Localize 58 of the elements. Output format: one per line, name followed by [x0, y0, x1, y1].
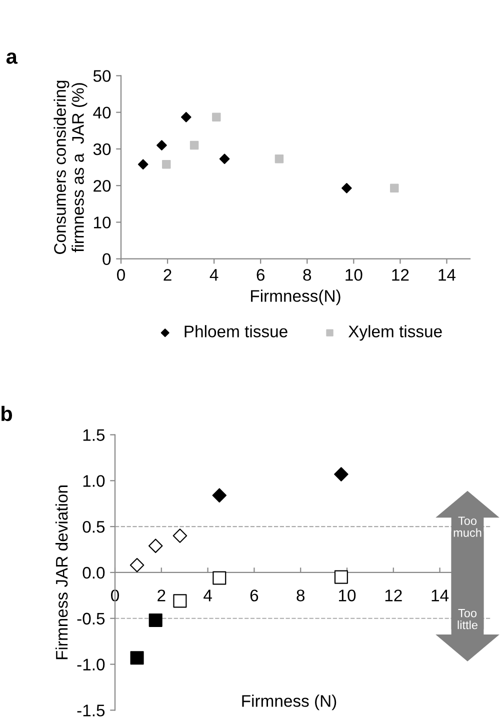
x-tick-label: 8 — [296, 590, 305, 602]
y-tick-label: 1.0 — [83, 475, 105, 487]
x-tick-label: 14 — [438, 269, 456, 281]
y-tick-label: 40 — [93, 106, 111, 119]
point — [148, 613, 162, 627]
y-axis-title: Firmness JAR deviation — [55, 486, 68, 660]
point — [212, 488, 227, 502]
point — [334, 570, 348, 584]
y-tick-label: -0.5 — [77, 612, 105, 625]
point — [148, 538, 163, 553]
point — [190, 140, 199, 150]
legend-label: Phloem tissue — [184, 325, 288, 338]
x-tick-label: 2 — [158, 590, 166, 602]
point — [162, 160, 171, 169]
x-tick-label: 6 — [250, 590, 258, 602]
chart-title: b — [2, 406, 12, 422]
point — [172, 528, 188, 543]
x-tick-label: 10 — [339, 590, 356, 602]
y-tick-label: 0 — [102, 253, 111, 266]
y-tick-label: -1.0 — [77, 658, 105, 670]
legend-label: Xylem tissue — [348, 325, 442, 341]
x-tick-label: 2 — [164, 269, 172, 281]
point — [130, 558, 144, 572]
point — [219, 154, 230, 164]
point — [173, 594, 187, 608]
y-tick-label: 0.5 — [82, 520, 105, 533]
y-tick-label: 10 — [94, 216, 111, 228]
y-axis-title: Consumers considering firmness as a JAR (%) — [54, 80, 88, 254]
y-tick-label: 1.5 — [83, 429, 105, 441]
x-tick-label: 12 — [392, 269, 409, 281]
x-tick-label: 14 — [432, 590, 449, 602]
x-tick-label: 0 — [117, 269, 125, 281]
point — [138, 159, 148, 170]
y-tick-label: 50 — [93, 70, 111, 82]
point — [212, 112, 221, 122]
y-tick-label: 30 — [93, 143, 111, 156]
point — [180, 112, 192, 122]
y-tick-label: 0.0 — [82, 566, 105, 579]
point — [212, 571, 226, 585]
point — [274, 154, 284, 164]
chart-title: a — [6, 52, 18, 64]
x-tick-label: 6 — [256, 269, 264, 281]
x-axis-title: Firmness(N) — [251, 290, 340, 306]
x-tick-label: 10 — [346, 269, 362, 281]
point — [342, 182, 352, 194]
x-tick-label: 12 — [385, 590, 402, 602]
x-tick-label: 8 — [303, 269, 312, 281]
annotation: Too little — [458, 609, 478, 630]
x-axis-title: Firmness (N) — [242, 694, 336, 710]
point — [334, 467, 348, 482]
point — [390, 184, 399, 193]
annotation: Too much — [454, 516, 482, 537]
y-tick-label: -1.5 — [77, 704, 105, 716]
x-tick-label: 4 — [204, 590, 212, 602]
y-tick-label: 20 — [94, 180, 111, 192]
point — [130, 651, 144, 665]
x-tick-label: 4 — [210, 269, 218, 281]
point — [156, 140, 167, 150]
